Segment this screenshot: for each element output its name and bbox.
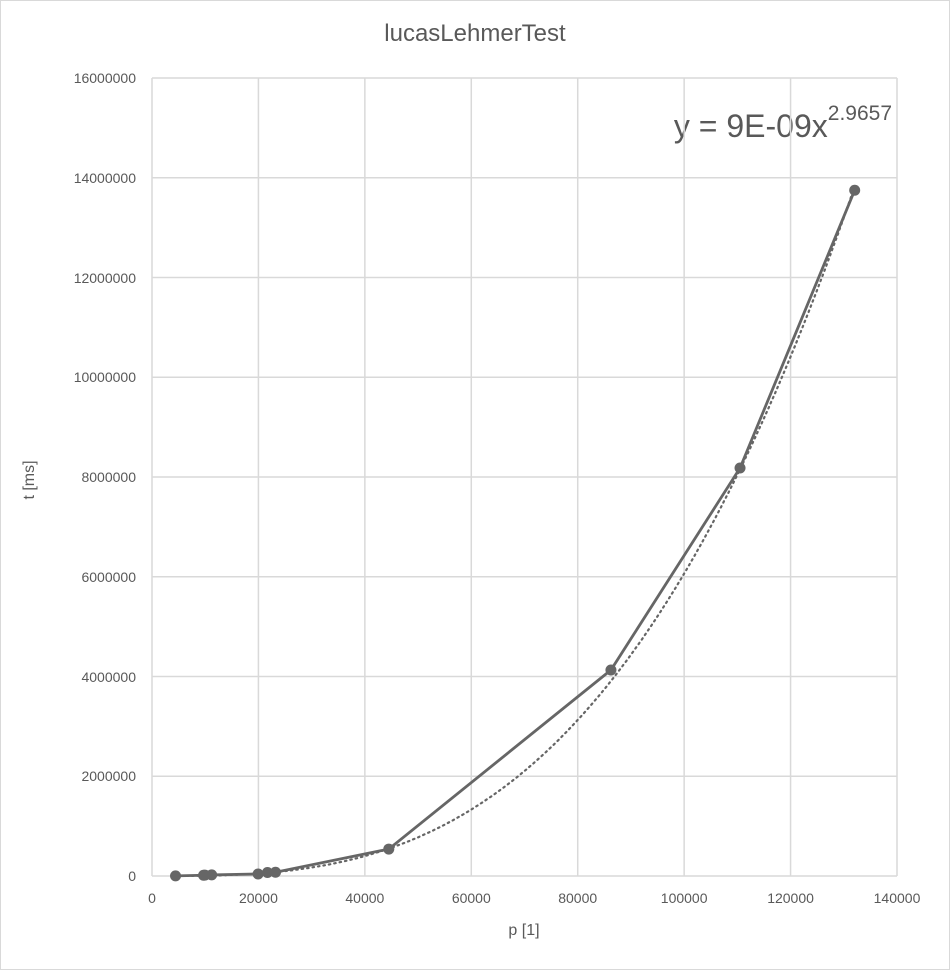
y-tick-label: 0 — [128, 868, 136, 884]
trendline — [174, 187, 856, 878]
data-point — [252, 868, 264, 880]
data-point — [170, 870, 182, 882]
trendline-equation: y = 9E-09x2.9657 — [673, 102, 892, 144]
y-tick-label: 2000000 — [81, 768, 136, 785]
x-tick-label: 0 — [148, 890, 156, 906]
y-tick-label: 12000000 — [73, 269, 136, 286]
data-point — [605, 664, 617, 676]
x-tick-label: 120000 — [767, 890, 814, 906]
y-tick-label: 14000000 — [73, 169, 136, 186]
x-tick-label: 80000 — [558, 890, 598, 906]
data-point — [261, 867, 273, 879]
x-axis-label: p [1] — [508, 922, 540, 939]
data-point — [734, 462, 746, 474]
chart-title: lucasLehmerTest — [384, 20, 566, 47]
data-point — [383, 843, 395, 855]
x-tick-label: 20000 — [238, 890, 278, 906]
y-tick-label: 8000000 — [81, 469, 136, 485]
x-tick-label: 100000 — [660, 890, 708, 906]
y-tick-label: 16000000 — [73, 70, 136, 86]
series-line — [175, 189, 856, 878]
y-tick-label: 10000000 — [73, 369, 136, 386]
x-tick-label: 40000 — [345, 890, 385, 906]
data-point — [206, 869, 218, 881]
y-tick-label: 6000000 — [81, 568, 136, 585]
data-point — [849, 184, 861, 196]
data-point — [270, 866, 282, 878]
x-tick-label: 140000 — [873, 890, 921, 906]
x-tick-label: 60000 — [451, 890, 491, 906]
y-tick-label: 4000000 — [81, 668, 136, 685]
